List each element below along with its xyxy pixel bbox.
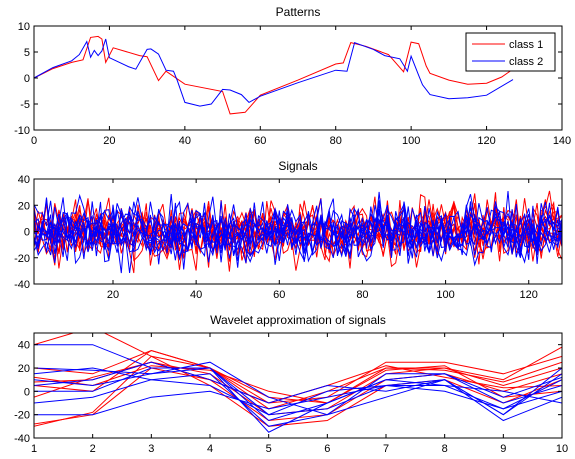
- wavelet-line-15: [34, 379, 562, 416]
- signals-series: [33, 190, 563, 274]
- x-tick-label: 8: [442, 443, 448, 455]
- wavelet-line-1: [34, 333, 562, 404]
- x-tick-label: 20: [103, 135, 115, 147]
- y-tick-label: -40: [14, 279, 30, 291]
- x-tick-label: 6: [324, 443, 330, 455]
- x-tick-label: 9: [500, 443, 506, 455]
- wavelet-line-13: [34, 385, 562, 416]
- x-tick-label: 7: [383, 443, 389, 455]
- x-tick-label: 80: [330, 135, 342, 147]
- x-tick-label: 2: [90, 443, 96, 455]
- x-tick-label: 1: [31, 443, 37, 455]
- y-tick-label: 0: [24, 227, 30, 239]
- y-tick-label: 20: [18, 200, 30, 212]
- signal-line-18: [33, 198, 563, 273]
- x-tick-label: 0: [31, 135, 37, 147]
- x-tick-label: 140: [553, 135, 571, 147]
- legend-label-class-2: class 2: [509, 56, 543, 68]
- patterns-panel: Patterns 0 20 40 60 80 100 120 140 -10 -5 0 5 10 cla…: [14, 5, 571, 147]
- y-tick-label: 40: [18, 340, 30, 352]
- x-tick-label: 80: [356, 289, 368, 301]
- signals-panel: Signals 20 40 60 80 100 120 -40 -20 0 20 40: [14, 159, 563, 301]
- y-tick-label: 0: [24, 386, 30, 398]
- patterns-ticks: 0 20 40 60 80 100 120 140 -10 -5 0 5 10: [14, 21, 571, 147]
- y-tick-label: 0: [24, 73, 30, 85]
- patterns-legend: class 1 class 2: [465, 32, 556, 72]
- y-tick-label: 10: [18, 21, 30, 33]
- x-tick-label: 120: [477, 135, 495, 147]
- y-tick-label: -40: [14, 433, 30, 445]
- legend-box: [465, 32, 556, 72]
- y-tick-label: -20: [14, 253, 30, 265]
- wavelet-line-5: [34, 355, 562, 427]
- wavelet-axes-box: [33, 332, 563, 439]
- x-tick-label: 3: [148, 443, 154, 455]
- signals-ticks: 20 40 60 80 100 120 -40 -20 0 20 40: [14, 174, 562, 301]
- x-tick-label: 40: [179, 135, 191, 147]
- y-tick-label: 5: [24, 47, 30, 59]
- y-tick-label: -5: [20, 99, 30, 111]
- wavelet-title: Wavelet approximation of signals: [210, 313, 386, 327]
- patterns-title: Patterns: [276, 5, 321, 19]
- pattern-line-2: [33, 38, 514, 107]
- x-tick-label: 100: [436, 289, 454, 301]
- wavelet-line-7: [34, 365, 562, 404]
- y-tick-label: -20: [14, 410, 30, 422]
- x-tick-label: 4: [207, 443, 213, 455]
- signal-line-19: [33, 193, 563, 274]
- pattern-line-1: [33, 35, 517, 115]
- x-tick-label: 120: [520, 289, 538, 301]
- x-tick-label: 60: [254, 135, 266, 147]
- y-tick-label: 20: [18, 363, 30, 375]
- x-tick-label: 5: [266, 443, 272, 455]
- x-tick-label: 40: [190, 289, 202, 301]
- x-tick-label: 100: [402, 135, 420, 147]
- y-tick-label: -10: [14, 125, 30, 137]
- patterns-series: [33, 35, 517, 115]
- wavelet-series: [34, 333, 562, 433]
- wavelet-panel: Wavelet approximation of signals 1 2 3 4 5 6 7…: [14, 313, 568, 455]
- x-tick-label: 20: [107, 289, 119, 301]
- y-tick-label: 40: [18, 174, 30, 186]
- x-tick-label: 10: [556, 443, 568, 455]
- wavelet-line-4: [34, 367, 562, 425]
- x-tick-label: 60: [273, 289, 285, 301]
- legend-label-class-1: class 1: [509, 39, 543, 51]
- signal-line-20: [33, 197, 563, 264]
- signals-title: Signals: [278, 159, 317, 173]
- wavelet-ticks: 1 2 3 4 5 6 7 8 9 10 -40 -20 0 20 40: [14, 333, 568, 455]
- wavelet-line-16: [34, 361, 562, 416]
